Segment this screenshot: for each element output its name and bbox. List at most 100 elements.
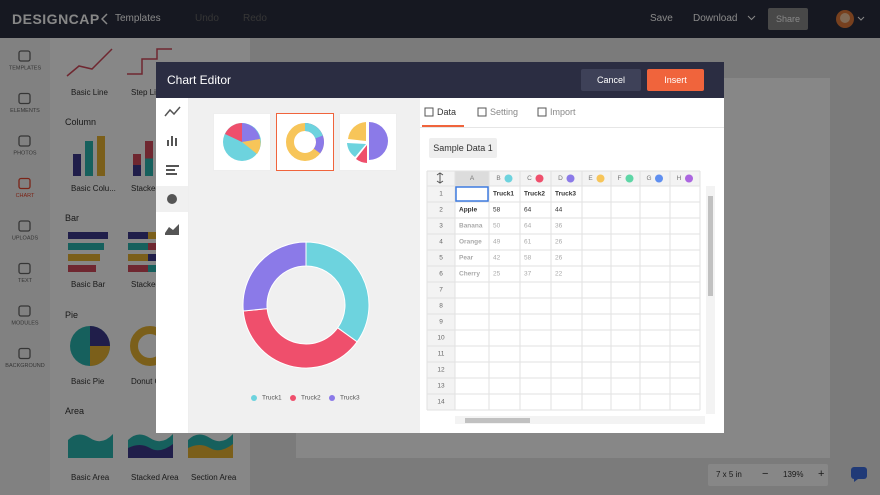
cell-value[interactable]: 26: [555, 239, 563, 246]
h-scroll-thumb[interactable]: [465, 418, 530, 423]
sidebar-icon[interactable]: [18, 135, 31, 147]
series-color[interactable]: [596, 174, 605, 183]
area-type[interactable]: [165, 224, 179, 235]
column-type[interactable]: [167, 136, 177, 146]
sidebar-label[interactable]: TEMPLATES: [9, 65, 42, 71]
sidebar-label[interactable]: ELEMENTS: [10, 108, 40, 114]
sidebar-label[interactable]: MODULES: [11, 320, 39, 326]
download[interactable]: Download: [693, 13, 738, 24]
sidebar-icon[interactable]: [18, 305, 31, 317]
save[interactable]: Save: [650, 13, 673, 24]
tab[interactable]: Import: [550, 107, 576, 117]
cell-value[interactable]: 64: [524, 223, 532, 230]
chart-label[interactable]: Basic Colu...: [71, 184, 116, 193]
sidebar-label[interactable]: UPLOADS: [12, 235, 39, 241]
chart-label[interactable]: Section Area: [191, 473, 237, 482]
insert-button[interactable]: Insert: [647, 69, 704, 91]
chart-label[interactable]: Basic Bar: [71, 280, 106, 289]
chart-label[interactable]: Basic Area: [71, 473, 110, 482]
series-name[interactable]: Truck3: [555, 191, 576, 198]
avatar[interactable]: [835, 9, 865, 29]
chart-label[interactable]: Basic Pie: [71, 377, 105, 386]
cell-value[interactable]: 49: [493, 239, 501, 246]
redo[interactable]: Redo: [243, 13, 267, 24]
cell-value[interactable]: 42: [493, 255, 501, 262]
page-size: 7 x 5 in: [716, 470, 742, 479]
chart-thumbnail[interactable]: [127, 48, 172, 75]
cell-value[interactable]: 64: [524, 207, 532, 214]
series-color[interactable]: [625, 174, 634, 183]
row-label[interactable]: Apple: [459, 207, 477, 214]
sidebar-label[interactable]: BACKGROUND: [5, 363, 44, 369]
sidebar-icon[interactable]: [18, 347, 31, 360]
row-number: 4: [439, 239, 443, 246]
cell-value[interactable]: 58: [524, 255, 532, 262]
chart-thumbnail[interactable]: [70, 326, 110, 366]
row-label[interactable]: Pear: [459, 255, 474, 262]
share-button[interactable]: Share: [768, 8, 808, 30]
series-color[interactable]: [655, 174, 663, 183]
cell-value[interactable]: 22: [555, 271, 563, 278]
v-scroll-thumb[interactable]: [708, 196, 713, 296]
tab-icon: [537, 107, 547, 117]
legend-label[interactable]: Truck2: [301, 395, 321, 402]
sidebar-icon[interactable]: [18, 220, 31, 232]
chart-label[interactable]: Basic Line: [71, 88, 108, 97]
series-name[interactable]: Truck2: [524, 191, 545, 198]
chart-label[interactable]: Donut Chart: [131, 377, 175, 386]
cell-value[interactable]: 25: [493, 271, 501, 278]
cell-value[interactable]: 50: [493, 223, 501, 230]
chat-icon[interactable]: [850, 466, 868, 482]
cancel-button[interactable]: Cancel: [581, 69, 641, 91]
row-label[interactable]: Cherry: [459, 271, 480, 278]
tab[interactable]: Setting: [490, 107, 519, 117]
cell-value[interactable]: 37: [524, 271, 532, 278]
sample-data-button[interactable]: Sample Data 1: [429, 138, 497, 158]
legend-swatch: [251, 395, 257, 401]
series-color[interactable]: [685, 174, 693, 183]
sidebar-icon[interactable]: [18, 92, 31, 105]
series-name[interactable]: Truck1: [493, 191, 514, 198]
chart-thumbnail[interactable]: [128, 434, 173, 458]
line-type[interactable]: [164, 106, 181, 117]
chart-label[interactable]: Step Line: [131, 88, 165, 97]
sidebar-label[interactable]: TEXT: [18, 278, 33, 284]
row-label[interactable]: Orange: [459, 239, 482, 246]
chart-thumbnail[interactable]: [68, 434, 113, 458]
chart-thumbnail[interactable]: [188, 434, 233, 458]
sidebar-icon[interactable]: [18, 50, 31, 62]
cell-value[interactable]: 26: [555, 255, 563, 262]
series-color[interactable]: [535, 174, 544, 183]
chart-label[interactable]: Stacked Area: [131, 473, 179, 482]
tab[interactable]: Data: [437, 107, 457, 117]
cell-value[interactable]: 61: [524, 239, 532, 246]
legend-label[interactable]: Truck1: [262, 395, 282, 402]
cell-value[interactable]: 36: [555, 223, 563, 230]
zoom-out[interactable]: −: [762, 468, 769, 480]
series-color[interactable]: [504, 174, 513, 183]
sort-icon[interactable]: [436, 172, 444, 184]
bar-type[interactable]: [166, 165, 179, 175]
legend-label[interactable]: Truck3: [340, 395, 360, 402]
chart-thumbnail[interactable]: [68, 232, 108, 272]
chart-thumbnail[interactable]: [73, 136, 105, 176]
undo[interactable]: Undo: [195, 13, 219, 24]
pie-type[interactable]: [167, 194, 177, 204]
tab-glyph: [424, 107, 434, 117]
templates-link[interactable]: Templates: [115, 13, 161, 24]
sidebar-label[interactable]: PHOTOS: [13, 150, 36, 156]
logo[interactable]: DESIGNCAP: [12, 11, 100, 27]
cell-value[interactable]: 58: [493, 207, 501, 214]
series-color[interactable]: [566, 174, 575, 183]
selected-cell[interactable]: [455, 186, 489, 202]
cell-value[interactable]: 44: [555, 207, 563, 214]
chart-thumbnail[interactable]: [66, 48, 113, 77]
zoom-in[interactable]: +: [818, 468, 825, 480]
sidebar-icon[interactable]: [18, 177, 31, 190]
chart-label[interactable]: Stacked Bar: [131, 280, 175, 289]
zoom-level[interactable]: 139%: [783, 470, 804, 479]
row-label[interactable]: Banana: [459, 223, 483, 230]
sidebar-icon[interactable]: [18, 262, 31, 275]
sidebar-label[interactable]: CHART: [16, 193, 35, 199]
